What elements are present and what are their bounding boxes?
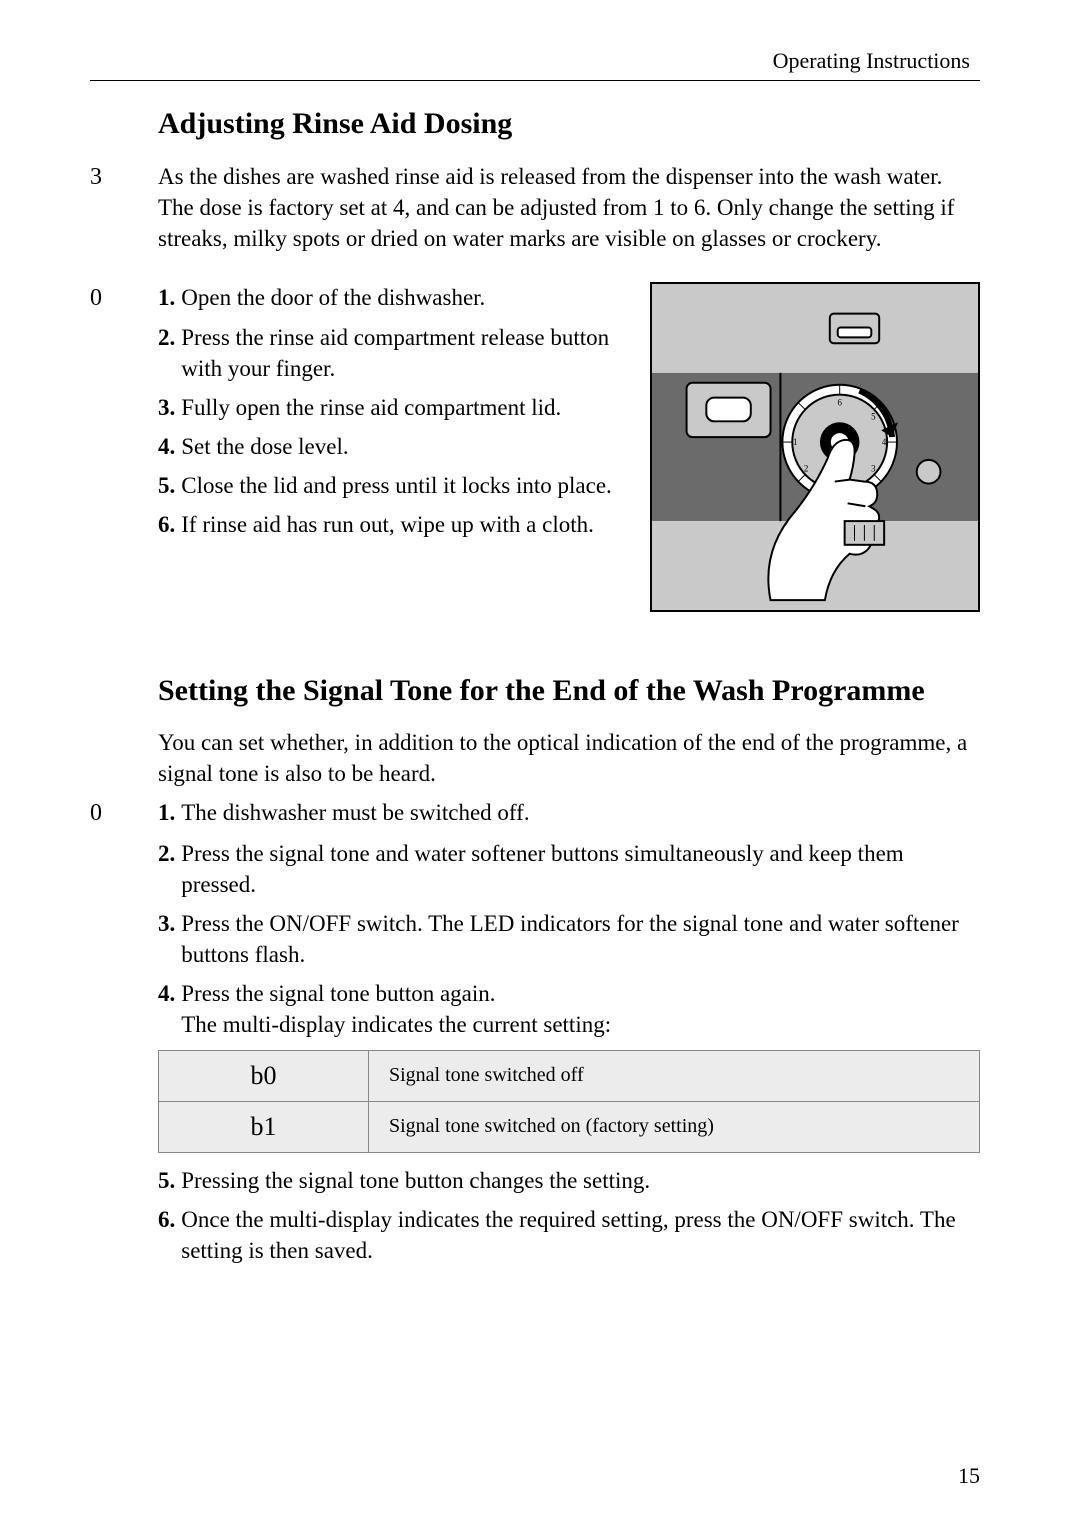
step-text: Set the dose level. — [181, 431, 632, 462]
step-text: Press the ON/OFF switch. The LED indicat… — [181, 908, 980, 970]
section1-title: Adjusting Rinse Aid Dosing — [158, 105, 980, 143]
step-text: If rinse aid has run out, wipe up with a… — [181, 509, 632, 540]
signal-tone-table: b0 Signal tone switched off b1 Signal to… — [158, 1050, 980, 1153]
step-number: 4. — [158, 431, 175, 462]
step-item: 1. Open the door of the dishwasher. — [158, 282, 632, 313]
table-code: b0 — [159, 1050, 369, 1101]
step-text: Fully open the rinse aid compartment lid… — [181, 392, 632, 423]
step-text: Close the lid and press until it locks i… — [181, 470, 632, 501]
table-code: b1 — [159, 1101, 369, 1152]
step-number: 5. — [158, 1165, 175, 1196]
svg-text:2: 2 — [804, 463, 808, 473]
step-number: 1. — [158, 797, 175, 828]
svg-text:4: 4 — [882, 437, 887, 447]
svg-text:6: 6 — [837, 397, 842, 407]
svg-text:3: 3 — [871, 463, 876, 473]
step-item: 2. Press the signal tone and water softe… — [158, 838, 980, 900]
step-item: 3. Fully open the rinse aid compartment … — [158, 392, 632, 423]
step-text: Press the signal tone button again. The … — [181, 978, 980, 1040]
rinse-aid-figure: 6 5 4 3 2 1 — [650, 282, 980, 612]
step-item: 4. Set the dose level. — [158, 431, 632, 462]
svg-text:1: 1 — [793, 437, 797, 447]
section2-title: Setting the Signal Tone for the End of t… — [158, 672, 980, 710]
table-desc: Signal tone switched on (factory setting… — [369, 1101, 980, 1152]
step-number: 3. — [158, 908, 175, 939]
table-desc: Signal tone switched off — [369, 1050, 980, 1101]
step-item: 5. Pressing the signal tone button chang… — [158, 1165, 980, 1196]
running-header: Operating Instructions — [90, 48, 980, 74]
svg-text:5: 5 — [871, 411, 876, 421]
table-row: b0 Signal tone switched off — [159, 1050, 980, 1101]
step-number: 2. — [158, 322, 175, 353]
section2-steps-marker: 0 — [90, 797, 158, 829]
step-text: Press the rinse aid compartment release … — [181, 322, 632, 384]
step-item: 2. Press the rinse aid compartment relea… — [158, 322, 632, 384]
section1-steps-marker: 0 — [90, 282, 158, 314]
step-item: 3. Press the ON/OFF switch. The LED indi… — [158, 908, 980, 970]
section1-steps: 0 1. Open the door of the dishwasher. 2.… — [90, 282, 650, 549]
step-number: 4. — [158, 978, 175, 1009]
page-number: 15 — [958, 1463, 980, 1489]
step-item: 6. Once the multi-display indicates the … — [158, 1204, 980, 1266]
table-row: b1 Signal tone switched on (factory sett… — [159, 1101, 980, 1152]
step-text: Open the door of the dishwasher. — [181, 282, 632, 313]
step-item: 6. If rinse aid has run out, wipe up wit… — [158, 509, 632, 540]
section2-intro: You can set whether, in addition to the … — [158, 727, 980, 789]
step-number: 1. — [158, 282, 175, 313]
section1-margin-marker: 3 — [90, 161, 158, 193]
step-item: 5. Close the lid and press until it lock… — [158, 470, 632, 501]
step-item: 4. Press the signal tone button again. T… — [158, 978, 980, 1040]
step-number: 2. — [158, 838, 175, 869]
step-number: 5. — [158, 470, 175, 501]
section1-intro: As the dishes are washed rinse aid is re… — [158, 161, 980, 254]
step-text: Press the signal tone and water softener… — [181, 838, 980, 900]
step-number: 6. — [158, 509, 175, 540]
step-text: The dishwasher must be switched off. — [181, 797, 980, 828]
step-number: 6. — [158, 1204, 175, 1235]
step-text: Once the multi-display indicates the req… — [181, 1204, 980, 1266]
step-text: Pressing the signal tone button changes … — [181, 1165, 980, 1196]
step-item: 1. The dishwasher must be switched off. — [158, 797, 980, 828]
header-rule — [90, 80, 980, 81]
step-number: 3. — [158, 392, 175, 423]
